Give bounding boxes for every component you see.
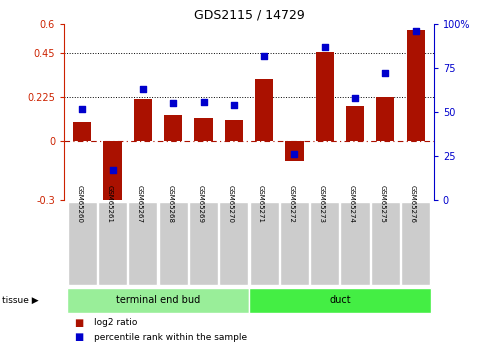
Text: log2 ratio: log2 ratio — [94, 318, 137, 327]
Bar — [194, 118, 212, 141]
Text: ■: ■ — [74, 318, 83, 327]
Point — [290, 151, 298, 157]
Text: GSM65260: GSM65260 — [76, 185, 82, 224]
Bar — [376, 98, 394, 141]
Point — [412, 28, 420, 34]
Text: GSM65267: GSM65267 — [137, 185, 143, 224]
Bar — [98, 202, 127, 285]
Bar — [249, 288, 431, 313]
Title: GDS2115 / 14729: GDS2115 / 14729 — [194, 9, 304, 22]
Text: GSM65272: GSM65272 — [288, 186, 294, 223]
Point — [169, 101, 177, 106]
Point — [382, 71, 389, 76]
Text: GSM65274: GSM65274 — [349, 186, 355, 223]
Bar — [159, 202, 188, 285]
Text: terminal end bud: terminal end bud — [116, 295, 200, 305]
Text: percentile rank within the sample: percentile rank within the sample — [94, 333, 247, 342]
Bar — [316, 51, 334, 141]
Bar — [164, 115, 182, 141]
Bar — [249, 202, 279, 285]
Point — [78, 106, 86, 111]
Bar — [104, 141, 122, 210]
Text: GSM65270: GSM65270 — [228, 185, 234, 224]
Point — [139, 87, 147, 92]
Text: GSM65268: GSM65268 — [167, 185, 173, 224]
Bar — [67, 288, 249, 313]
Text: GSM65275: GSM65275 — [379, 186, 386, 223]
Bar — [346, 106, 364, 141]
Bar — [219, 202, 248, 285]
Bar — [68, 202, 97, 285]
Bar — [341, 202, 370, 285]
Text: GSM65269: GSM65269 — [198, 185, 204, 224]
Text: GSM65261: GSM65261 — [106, 185, 112, 224]
Bar — [285, 141, 304, 161]
Bar — [407, 30, 425, 141]
Bar — [255, 79, 273, 141]
Bar — [401, 202, 430, 285]
Point — [200, 99, 208, 104]
Bar — [280, 202, 309, 285]
Text: GSM65271: GSM65271 — [258, 185, 264, 224]
Bar — [310, 202, 339, 285]
Point — [321, 44, 329, 50]
Point — [260, 53, 268, 59]
Point — [108, 167, 116, 173]
Bar — [189, 202, 218, 285]
Point — [230, 102, 238, 108]
Bar — [73, 122, 91, 141]
Text: GSM65276: GSM65276 — [410, 185, 416, 224]
Text: ■: ■ — [74, 333, 83, 342]
Point — [351, 95, 359, 101]
Bar — [128, 202, 157, 285]
Bar — [225, 120, 243, 141]
Text: GSM65273: GSM65273 — [319, 185, 325, 224]
Text: duct: duct — [329, 295, 351, 305]
Bar — [371, 202, 400, 285]
Bar — [134, 99, 152, 141]
Text: tissue ▶: tissue ▶ — [2, 296, 39, 305]
